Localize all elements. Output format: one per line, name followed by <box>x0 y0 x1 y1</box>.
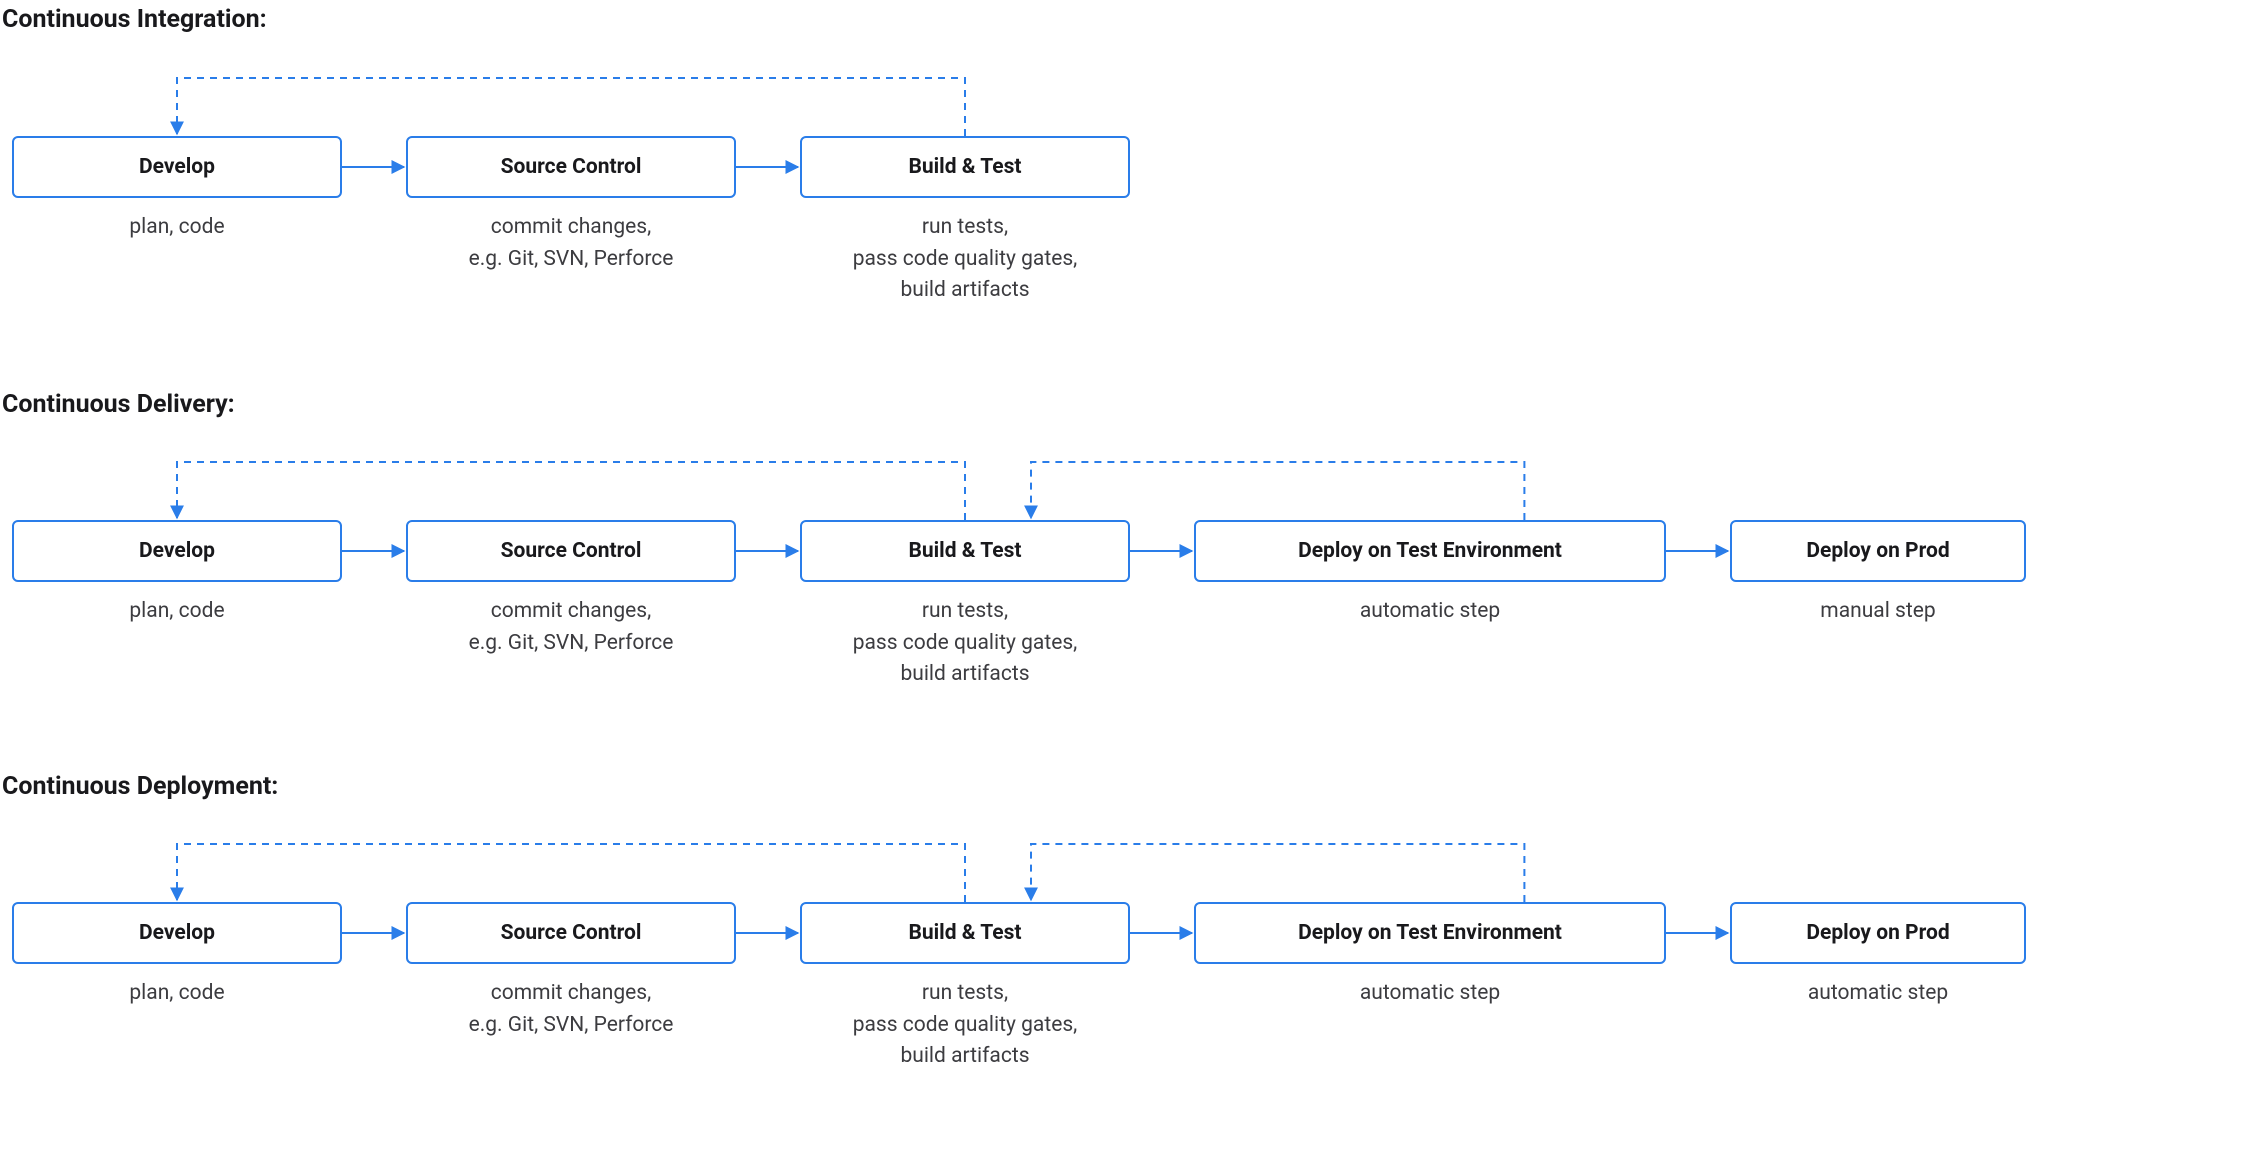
box-cd-source: Source Control <box>406 520 736 582</box>
box-caption-line: automatic step <box>1194 978 1666 1010</box>
section-title-cd: Continuous Delivery: <box>2 390 235 419</box>
section-title-ci: Continuous Integration: <box>2 5 267 34</box>
box-caption-line: manual step <box>1730 596 2026 628</box>
box-caption-line: e.g. Git, SVN, Perforce <box>406 628 736 660</box>
box-label-cd-source: Source Control <box>501 539 642 563</box>
feedback-arrow-cd-testenv-to-build <box>1031 462 1524 520</box>
box-label-cdep-prod: Deploy on Prod <box>1806 921 1949 945</box>
box-caption-cdep-source: commit changes,e.g. Git, SVN, Perforce <box>406 978 736 1041</box>
box-label-ci-develop: Develop <box>139 155 215 179</box>
box-cdep-source: Source Control <box>406 902 736 964</box>
box-caption-cd-build: run tests,pass code quality gates,build … <box>800 596 1130 691</box>
box-caption-line: build artifacts <box>800 275 1130 307</box>
box-cdep-build: Build & Test <box>800 902 1130 964</box>
box-label-cdep-develop: Develop <box>139 921 215 945</box>
box-label-cd-prod: Deploy on Prod <box>1806 539 1949 563</box>
box-label-cdep-build: Build & Test <box>908 921 1021 945</box>
box-caption-cdep-build: run tests,pass code quality gates,build … <box>800 978 1130 1073</box>
box-caption-ci-develop: plan, code <box>12 212 342 244</box>
box-caption-line: plan, code <box>12 596 342 628</box>
box-caption-cdep-develop: plan, code <box>12 978 342 1010</box>
box-caption-line: build artifacts <box>800 659 1130 691</box>
box-label-cd-testenv: Deploy on Test Environment <box>1298 539 1562 563</box>
box-caption-line: run tests, <box>800 978 1130 1010</box>
box-caption-line: run tests, <box>800 596 1130 628</box>
box-cd-build: Build & Test <box>800 520 1130 582</box>
section-title-cdep: Continuous Deployment: <box>2 772 278 801</box>
box-caption-line: run tests, <box>800 212 1130 244</box>
box-caption-line: pass code quality gates, <box>800 244 1130 276</box>
box-caption-line: commit changes, <box>406 596 736 628</box>
box-caption-line: commit changes, <box>406 978 736 1010</box>
box-caption-line: e.g. Git, SVN, Perforce <box>406 244 736 276</box>
box-caption-cdep-testenv: automatic step <box>1194 978 1666 1010</box>
box-caption-line: automatic step <box>1730 978 2026 1010</box>
feedback-arrow-cd-build-to-develop <box>177 462 965 520</box>
box-caption-cd-testenv: automatic step <box>1194 596 1666 628</box>
box-caption-line: e.g. Git, SVN, Perforce <box>406 1010 736 1042</box>
box-caption-ci-build: run tests,pass code quality gates,build … <box>800 212 1130 307</box>
box-caption-cd-source: commit changes,e.g. Git, SVN, Perforce <box>406 596 736 659</box>
box-caption-line: build artifacts <box>800 1041 1130 1073</box>
box-caption-line: plan, code <box>12 978 342 1010</box>
feedback-arrow-cdep-build-to-develop <box>177 844 965 902</box>
box-caption-ci-source: commit changes,e.g. Git, SVN, Perforce <box>406 212 736 275</box>
box-cdep-prod: Deploy on Prod <box>1730 902 2026 964</box>
box-caption-cd-prod: manual step <box>1730 596 2026 628</box>
feedback-arrow-ci-build-to-develop <box>177 78 965 136</box>
box-label-cdep-testenv: Deploy on Test Environment <box>1298 921 1562 945</box>
box-caption-line: pass code quality gates, <box>800 1010 1130 1042</box>
box-ci-build: Build & Test <box>800 136 1130 198</box>
box-caption-line: pass code quality gates, <box>800 628 1130 660</box>
box-label-cd-build: Build & Test <box>908 539 1021 563</box>
box-label-cdep-source: Source Control <box>501 921 642 945</box>
box-cdep-testenv: Deploy on Test Environment <box>1194 902 1666 964</box>
box-caption-line: plan, code <box>12 212 342 244</box>
box-label-ci-source: Source Control <box>501 155 642 179</box>
box-cd-testenv: Deploy on Test Environment <box>1194 520 1666 582</box>
box-caption-line: commit changes, <box>406 212 736 244</box>
box-ci-develop: Develop <box>12 136 342 198</box>
box-ci-source: Source Control <box>406 136 736 198</box>
box-label-cd-develop: Develop <box>139 539 215 563</box>
box-cd-develop: Develop <box>12 520 342 582</box>
box-caption-cdep-prod: automatic step <box>1730 978 2026 1010</box>
box-cdep-develop: Develop <box>12 902 342 964</box>
box-caption-line: automatic step <box>1194 596 1666 628</box>
feedback-arrow-cdep-testenv-to-build <box>1031 844 1524 902</box>
box-cd-prod: Deploy on Prod <box>1730 520 2026 582</box>
box-label-ci-build: Build & Test <box>908 155 1021 179</box>
box-caption-cd-develop: plan, code <box>12 596 342 628</box>
